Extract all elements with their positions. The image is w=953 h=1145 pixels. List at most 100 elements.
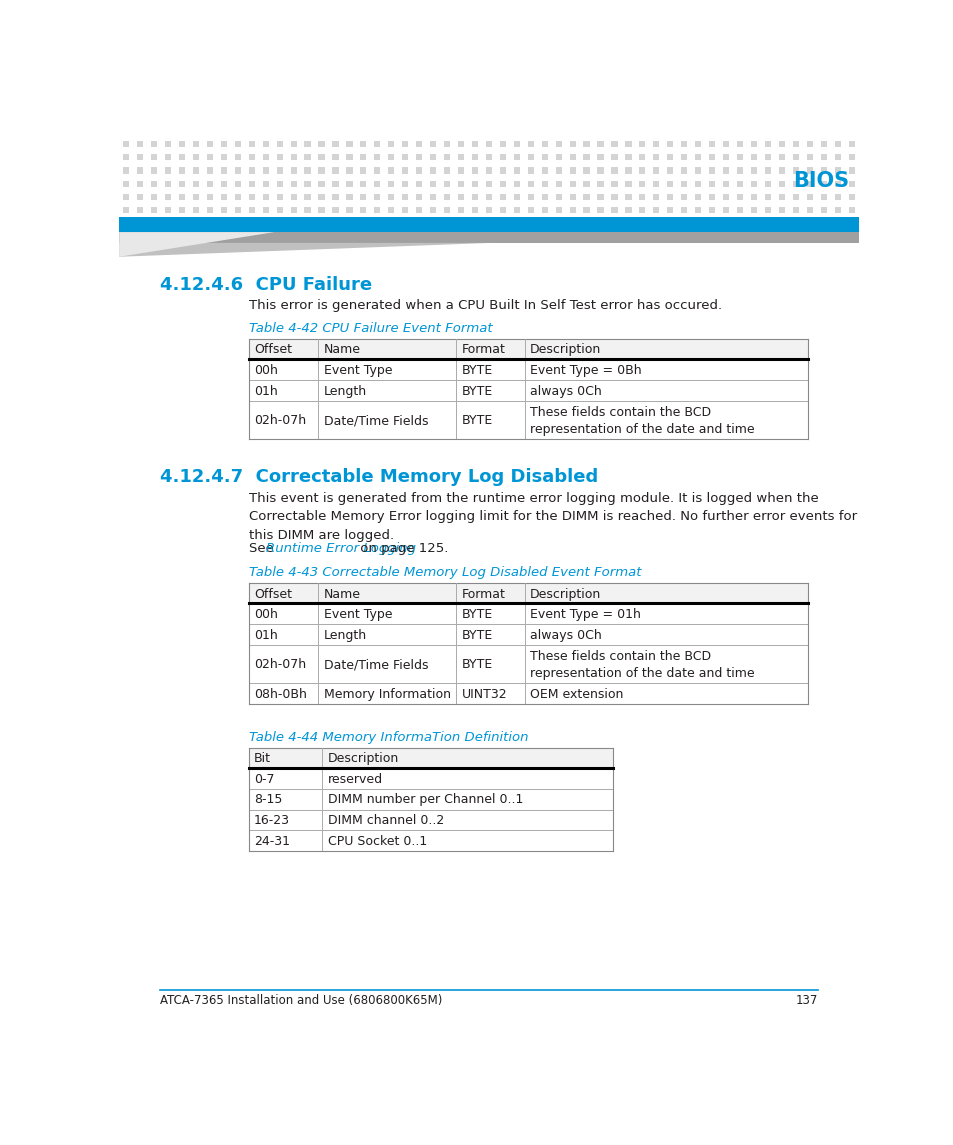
Bar bbox=[611, 194, 617, 199]
Bar bbox=[249, 624, 807, 645]
Text: BYTE: BYTE bbox=[461, 658, 493, 671]
Bar bbox=[346, 207, 353, 213]
Bar bbox=[569, 194, 575, 199]
Bar bbox=[820, 207, 826, 213]
Bar bbox=[207, 207, 213, 213]
Text: 01h: 01h bbox=[253, 385, 277, 397]
Bar bbox=[708, 141, 715, 148]
Bar bbox=[220, 155, 227, 160]
Text: See: See bbox=[249, 542, 277, 554]
Bar bbox=[680, 181, 686, 187]
Bar bbox=[847, 181, 854, 187]
Text: 02h-07h: 02h-07h bbox=[253, 414, 306, 427]
Bar bbox=[374, 181, 380, 187]
Bar bbox=[555, 207, 561, 213]
Bar bbox=[541, 220, 547, 226]
Text: DIMM channel 0..2: DIMM channel 0..2 bbox=[328, 814, 443, 828]
Bar bbox=[708, 155, 715, 160]
Bar bbox=[722, 141, 728, 148]
Text: ATCA-7365 Installation and Use (6806800K65M): ATCA-7365 Installation and Use (6806800K… bbox=[159, 994, 441, 1008]
Bar bbox=[792, 207, 798, 213]
Bar bbox=[374, 167, 380, 174]
Bar bbox=[541, 194, 547, 199]
Bar bbox=[722, 220, 728, 226]
Bar bbox=[374, 155, 380, 160]
Bar bbox=[165, 181, 171, 187]
Bar bbox=[499, 167, 505, 174]
Bar bbox=[499, 220, 505, 226]
Bar bbox=[847, 220, 854, 226]
Bar bbox=[820, 194, 826, 199]
Bar bbox=[318, 167, 324, 174]
Text: always 0Ch: always 0Ch bbox=[530, 385, 601, 397]
Bar bbox=[555, 220, 561, 226]
Bar bbox=[304, 167, 311, 174]
Bar bbox=[472, 155, 477, 160]
Bar bbox=[119, 216, 858, 232]
Bar bbox=[249, 645, 807, 684]
Bar bbox=[332, 220, 338, 226]
Bar bbox=[443, 167, 450, 174]
Bar bbox=[165, 194, 171, 199]
Text: This error is generated when a CPU Built In Self Test error has occured.: This error is generated when a CPU Built… bbox=[249, 299, 721, 313]
Bar bbox=[624, 207, 631, 213]
Bar bbox=[304, 141, 311, 148]
Bar bbox=[151, 141, 157, 148]
Bar bbox=[834, 181, 840, 187]
Bar bbox=[249, 194, 254, 199]
Bar bbox=[179, 194, 185, 199]
Bar bbox=[388, 155, 394, 160]
Bar bbox=[695, 141, 700, 148]
Bar bbox=[388, 207, 394, 213]
Bar bbox=[472, 181, 477, 187]
Bar bbox=[736, 141, 742, 148]
Bar bbox=[666, 155, 673, 160]
Bar bbox=[137, 141, 143, 148]
Bar bbox=[276, 155, 282, 160]
Bar bbox=[249, 401, 807, 440]
Bar bbox=[722, 181, 728, 187]
Text: Date/Time Fields: Date/Time Fields bbox=[323, 658, 428, 671]
Bar bbox=[639, 155, 645, 160]
Bar bbox=[583, 207, 589, 213]
Bar bbox=[234, 194, 241, 199]
Text: BIOS: BIOS bbox=[793, 172, 849, 191]
Bar bbox=[416, 141, 422, 148]
Bar bbox=[123, 207, 130, 213]
Bar bbox=[179, 167, 185, 174]
Text: Event Type: Event Type bbox=[323, 364, 392, 377]
Bar bbox=[443, 181, 450, 187]
Bar bbox=[555, 141, 561, 148]
Bar bbox=[583, 141, 589, 148]
Text: Runtime Error Logging: Runtime Error Logging bbox=[266, 542, 416, 554]
Bar bbox=[249, 830, 612, 851]
Bar bbox=[485, 167, 492, 174]
Bar bbox=[151, 207, 157, 213]
Bar bbox=[430, 181, 436, 187]
Bar bbox=[778, 155, 784, 160]
Bar bbox=[193, 194, 199, 199]
Text: Memory Information: Memory Information bbox=[323, 688, 451, 701]
Bar bbox=[778, 207, 784, 213]
Text: This event is generated from the runtime error logging module. It is logged when: This event is generated from the runtime… bbox=[249, 491, 856, 542]
Text: These fields contain the BCD
representation of the date and time: These fields contain the BCD representat… bbox=[530, 405, 754, 436]
Bar bbox=[249, 810, 612, 830]
Bar bbox=[457, 181, 464, 187]
Bar bbox=[666, 194, 673, 199]
Bar bbox=[847, 167, 854, 174]
Bar bbox=[569, 220, 575, 226]
Bar bbox=[680, 141, 686, 148]
Bar bbox=[792, 181, 798, 187]
Bar bbox=[820, 155, 826, 160]
Bar bbox=[569, 181, 575, 187]
Bar bbox=[639, 194, 645, 199]
Bar bbox=[485, 220, 492, 226]
Bar bbox=[527, 194, 534, 199]
Text: These fields contain the BCD
representation of the date and time: These fields contain the BCD representat… bbox=[530, 649, 754, 680]
Polygon shape bbox=[119, 232, 274, 256]
Text: always 0Ch: always 0Ch bbox=[530, 629, 601, 641]
Bar bbox=[234, 207, 241, 213]
Bar bbox=[472, 194, 477, 199]
Bar bbox=[680, 220, 686, 226]
Bar bbox=[680, 194, 686, 199]
